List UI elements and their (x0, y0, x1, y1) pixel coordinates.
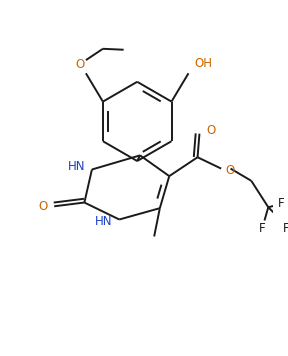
Text: OH: OH (194, 57, 212, 69)
Text: HN: HN (68, 160, 85, 173)
Text: O: O (38, 200, 48, 213)
Text: F: F (278, 197, 284, 210)
Text: F: F (259, 222, 266, 235)
Text: O: O (225, 164, 234, 177)
Text: O: O (75, 58, 84, 72)
Text: HN: HN (95, 215, 113, 228)
Text: O: O (206, 124, 215, 137)
Text: F: F (283, 222, 288, 235)
